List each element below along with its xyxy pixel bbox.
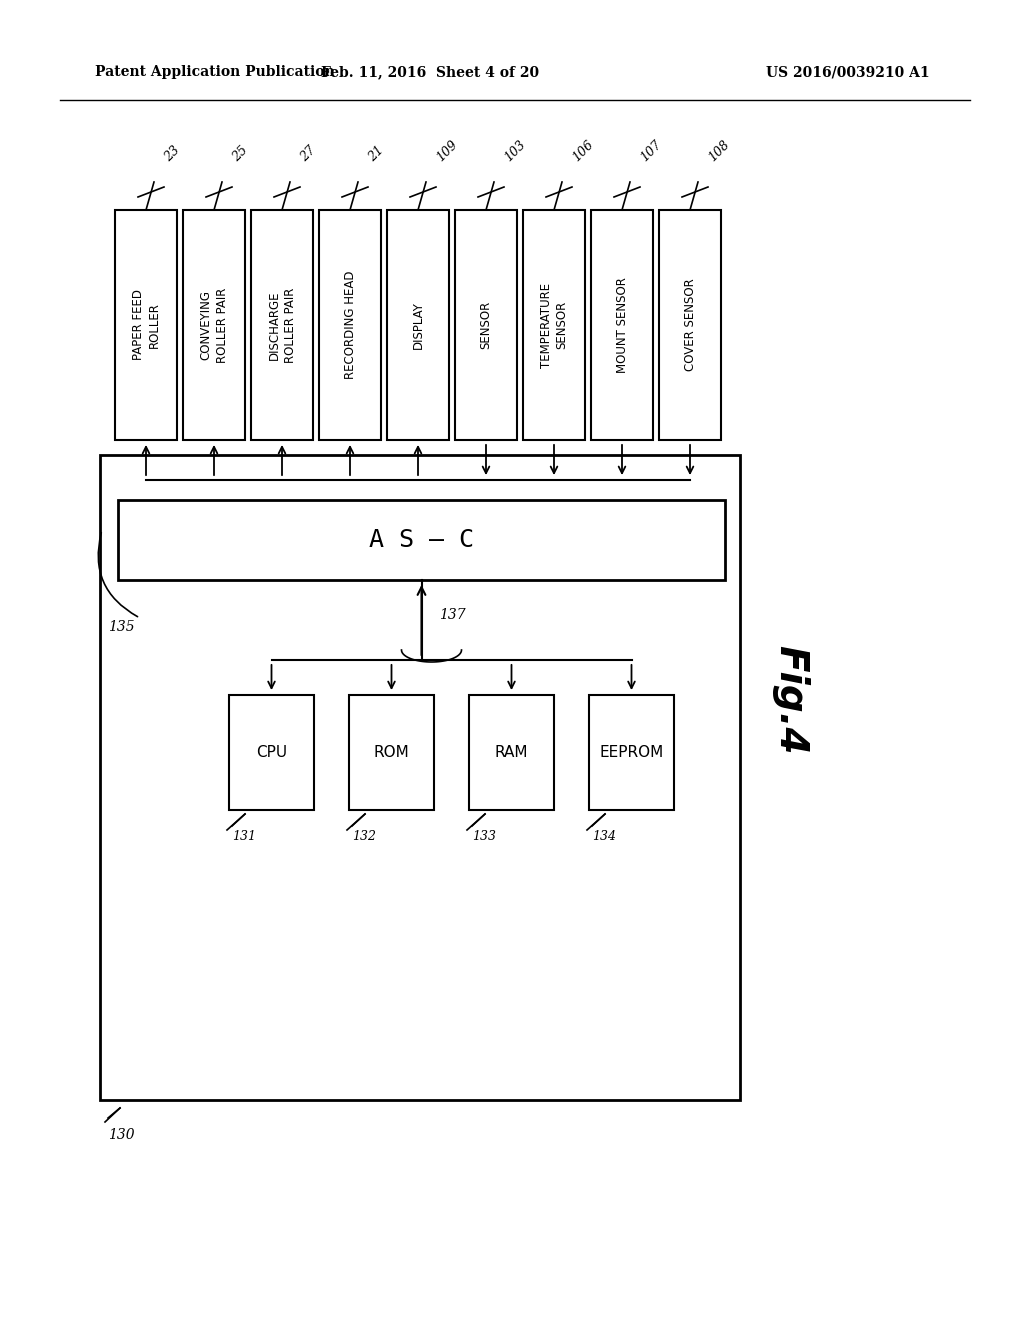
Bar — [115, 210, 177, 440]
Bar — [118, 500, 725, 579]
Bar — [349, 696, 434, 810]
Bar — [469, 696, 554, 810]
Bar — [589, 696, 674, 810]
Bar — [591, 210, 653, 440]
Bar — [523, 210, 585, 440]
Text: 130: 130 — [108, 1129, 134, 1142]
Text: EEPROM: EEPROM — [599, 744, 664, 760]
Bar — [183, 210, 245, 440]
Text: 109: 109 — [434, 137, 460, 164]
Text: US 2016/0039210 A1: US 2016/0039210 A1 — [766, 65, 930, 79]
Text: 137: 137 — [439, 609, 466, 622]
Text: RECORDING HEAD: RECORDING HEAD — [343, 271, 356, 379]
Text: A S — C: A S — C — [369, 528, 474, 552]
Text: Feb. 11, 2016  Sheet 4 of 20: Feb. 11, 2016 Sheet 4 of 20 — [321, 65, 539, 79]
Text: DISPLAY: DISPLAY — [412, 301, 425, 348]
Text: CONVEYING
ROLLER PAIR: CONVEYING ROLLER PAIR — [200, 288, 228, 363]
Bar — [100, 455, 740, 1100]
Bar — [229, 696, 314, 810]
Text: RAM: RAM — [495, 744, 528, 760]
Bar — [319, 210, 381, 440]
Text: 135: 135 — [108, 620, 134, 634]
Text: MOUNT SENSOR: MOUNT SENSOR — [615, 277, 629, 374]
Text: CPU: CPU — [256, 744, 287, 760]
Text: Patent Application Publication: Patent Application Publication — [95, 65, 335, 79]
Text: 131: 131 — [232, 830, 256, 843]
Text: COVER SENSOR: COVER SENSOR — [683, 279, 696, 371]
Text: PAPER FEED
ROLLER: PAPER FEED ROLLER — [131, 289, 161, 360]
Bar — [387, 210, 449, 440]
Text: TEMPERATURE
SENSOR: TEMPERATURE SENSOR — [540, 282, 568, 367]
Text: 108: 108 — [706, 137, 732, 164]
Text: 134: 134 — [592, 830, 616, 843]
Text: ROM: ROM — [374, 744, 410, 760]
Bar — [659, 210, 721, 440]
Text: 27: 27 — [298, 144, 318, 164]
Text: 133: 133 — [472, 830, 496, 843]
Bar — [455, 210, 517, 440]
Bar — [251, 210, 313, 440]
Text: Fig.4: Fig.4 — [771, 645, 809, 755]
Text: 25: 25 — [230, 144, 251, 164]
Text: 107: 107 — [638, 137, 665, 164]
Text: DISCHARGE
ROLLER PAIR: DISCHARGE ROLLER PAIR — [267, 288, 297, 363]
Text: 21: 21 — [366, 144, 386, 164]
Text: 103: 103 — [502, 137, 528, 164]
Text: 106: 106 — [570, 137, 596, 164]
Text: 132: 132 — [352, 830, 376, 843]
Text: SENSOR: SENSOR — [479, 301, 493, 348]
Text: 23: 23 — [162, 144, 182, 164]
